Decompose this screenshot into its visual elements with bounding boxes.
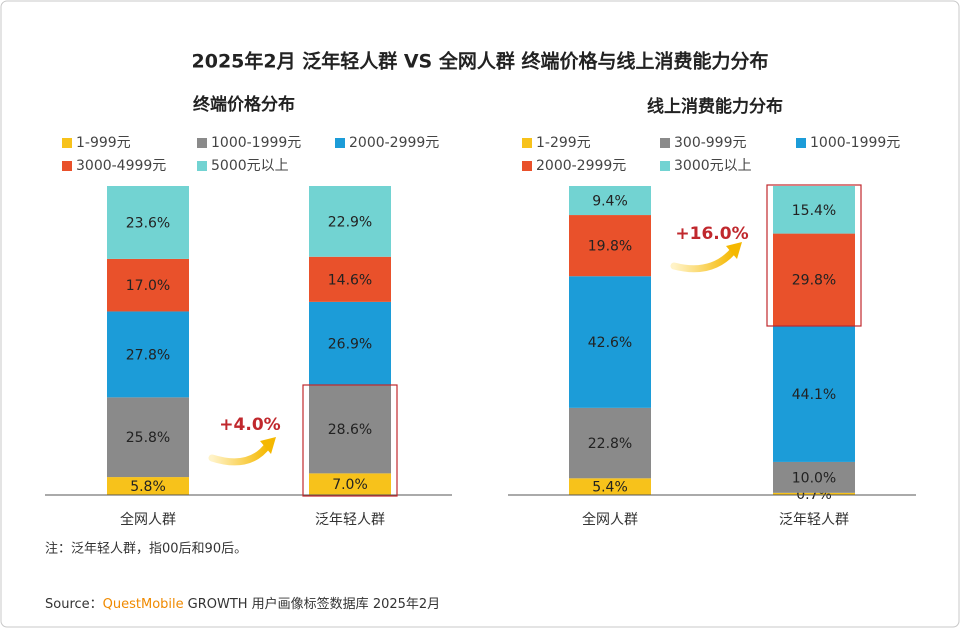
arrow <box>670 246 738 273</box>
value-label: 17.0% <box>126 278 170 294</box>
bar-segment <box>773 461 855 493</box>
bar-segment <box>309 384 391 474</box>
legend-label: 3000元以上 <box>674 158 752 174</box>
legend-swatch <box>660 161 670 171</box>
value-label: 19.8% <box>588 239 632 255</box>
value-label: 7.0% <box>332 477 368 493</box>
legend-swatch <box>522 138 532 148</box>
value-label: 29.8% <box>792 273 836 289</box>
category-label: 全网人群 <box>582 511 638 528</box>
bar-segment <box>309 186 391 257</box>
value-label: 28.6% <box>328 422 372 438</box>
legend-swatch <box>62 161 72 171</box>
bar-segment <box>569 215 651 277</box>
category-label: 全网人群 <box>120 511 176 528</box>
value-label: 27.8% <box>126 347 170 363</box>
annotation: +16.0% <box>675 224 748 244</box>
legend-swatch <box>335 138 345 148</box>
highlight-box <box>766 184 862 327</box>
bar-segment <box>569 478 651 495</box>
bar-segment <box>107 311 189 398</box>
bar-segment <box>569 276 651 408</box>
category-label: 泛年轻人群 <box>315 512 385 528</box>
page-title: 2025年2月 泛年轻人群 VS 全网人群 终端价格与线上消费能力分布 <box>192 50 769 73</box>
legend-swatch <box>796 138 806 148</box>
legend-label: 2000-2999元 <box>349 135 439 151</box>
value-label: 5.4% <box>592 480 628 496</box>
legend-swatch <box>197 138 207 148</box>
legend-swatch <box>197 161 207 171</box>
bar-segment <box>309 301 391 385</box>
value-label: 22.8% <box>588 436 632 452</box>
chart-title: 线上消费能力分布 <box>647 96 783 117</box>
legend-label: 1-299元 <box>536 135 591 151</box>
value-label: 9.4% <box>592 194 628 210</box>
category-label: 泛年轻人群 <box>779 512 849 528</box>
value-label: 42.6% <box>588 335 632 351</box>
legend-swatch <box>62 138 72 148</box>
legend-label: 2000-2999元 <box>536 158 626 174</box>
source-brand: QuestMobile <box>103 597 184 612</box>
legend-label: 300-999元 <box>674 135 747 151</box>
arrow-head <box>726 242 742 259</box>
bar-segment <box>773 233 855 326</box>
legend-label: 1000-1999元 <box>211 135 301 151</box>
note: 注：泛年轻人群，指00后和90后。 <box>45 542 247 557</box>
source: Source：QuestMobile GROWTH 用户画像标签数据库 2025年… <box>45 596 440 612</box>
bar-segment <box>569 186 651 216</box>
value-label: 23.6% <box>126 215 170 231</box>
bar-segment <box>107 397 189 478</box>
value-label: 22.9% <box>328 214 372 230</box>
bar-segment <box>107 258 189 312</box>
value-label: 25.8% <box>126 430 170 446</box>
legend-label: 1000-1999元 <box>810 135 900 151</box>
value-label: 5.8% <box>130 479 166 495</box>
bar-segment <box>309 473 391 495</box>
value-label: 44.1% <box>792 387 836 403</box>
legend-swatch <box>660 138 670 148</box>
source-text: GROWTH 用户画像标签数据库 2025年2月 <box>188 596 441 612</box>
bar-segment <box>107 186 189 259</box>
legend-label: 3000-4999元 <box>76 158 166 174</box>
legend-label: 1-999元 <box>76 135 131 151</box>
highlight-box <box>302 384 398 497</box>
bar-segment <box>773 492 855 495</box>
legend-swatch <box>522 161 532 171</box>
annotation: +4.0% <box>219 415 280 435</box>
chart-title: 终端价格分布 <box>193 94 295 115</box>
arrow-head <box>260 437 276 454</box>
arrow <box>208 441 272 466</box>
bar-segment <box>773 186 855 234</box>
bar-segment <box>773 325 855 462</box>
value-label: 26.9% <box>328 336 372 352</box>
value-label: 10.0% <box>792 470 836 486</box>
source-label: Source： <box>45 597 103 612</box>
value-label: 15.4% <box>792 203 836 219</box>
bar-segment <box>569 407 651 479</box>
bar-segment <box>309 256 391 302</box>
legend-label: 5000元以上 <box>211 158 289 174</box>
bar-segment <box>107 477 189 495</box>
value-label: 14.6% <box>328 272 372 288</box>
